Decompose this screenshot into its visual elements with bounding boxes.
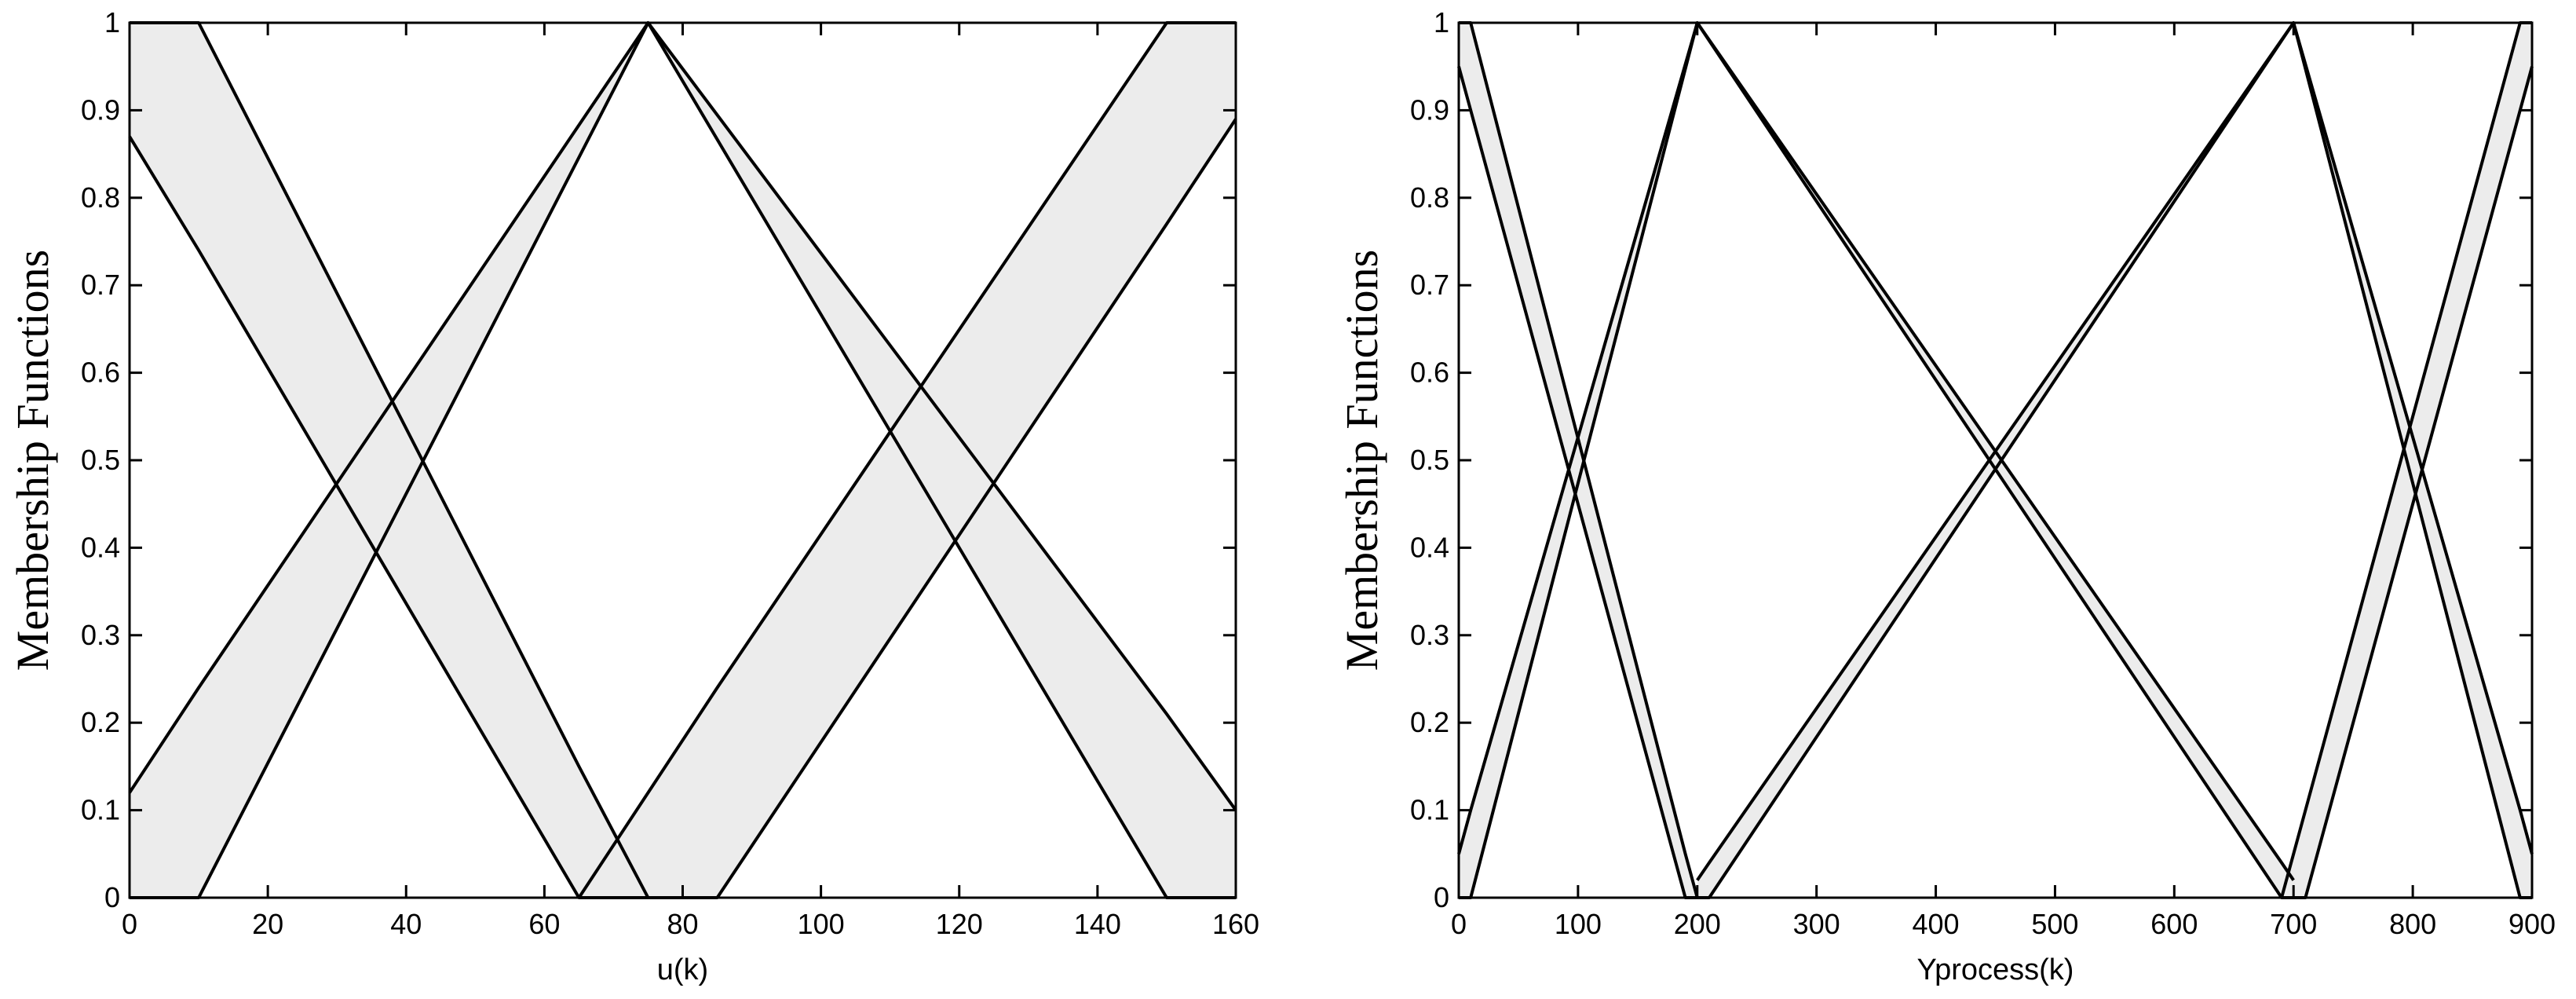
x-tick-label: 300 xyxy=(1793,908,1840,940)
y-tick-label: 0.1 xyxy=(1410,794,1449,826)
x-tick-label: 140 xyxy=(1074,908,1121,940)
x-tick-label: 100 xyxy=(798,908,845,940)
y-axis-label: Membership Functions xyxy=(1336,250,1387,671)
y-tick-label: 0.6 xyxy=(1410,357,1449,389)
x-axis-label: Yprocess(k) xyxy=(1917,953,2074,986)
y-tick-label: 0.1 xyxy=(81,794,120,826)
band-fill xyxy=(130,23,1236,898)
y-tick-label: 0 xyxy=(104,881,120,913)
x-tick-label: 500 xyxy=(2031,908,2078,940)
y-tick-label: 0.9 xyxy=(1410,93,1449,126)
plot: 0 20 40 60 80 100 120 140 160 0 0.1 0.2 0.3 0.4 0.5 0.6… xyxy=(7,6,1259,986)
x-tick-label: 600 xyxy=(2150,908,2198,940)
plot: 0 100 200 300 400 500 600 700 800 900 0 0.1 0.2 0.3 0.… xyxy=(1336,6,2556,986)
y-tick-label: 1 xyxy=(104,6,120,38)
y-tick-label: 0.4 xyxy=(1410,531,1449,563)
y-tick-label: 0.9 xyxy=(81,93,120,126)
y-tick-label: 0.3 xyxy=(81,619,120,651)
y-tick-label: 0.7 xyxy=(81,269,120,301)
y-tick-label: 0.8 xyxy=(81,181,120,214)
x-tick-label: 60 xyxy=(528,908,560,940)
x-tick-label: 200 xyxy=(1674,908,1721,940)
y-tick-label: 0.8 xyxy=(1410,181,1449,214)
y-tick-label: 1 xyxy=(1434,6,1449,38)
y-tick-label: 0.2 xyxy=(81,706,120,738)
y-tick-label: 0.5 xyxy=(1410,444,1449,476)
y-tick-label: 0.5 xyxy=(81,444,120,476)
x-tick-label: 100 xyxy=(1555,908,1602,940)
y-axis-label: Membership Functions xyxy=(7,250,58,671)
y-tick-label: 0.7 xyxy=(1410,269,1449,301)
y-tick-label: 0.4 xyxy=(81,531,120,563)
x-tick-label: 40 xyxy=(390,908,422,940)
x-tick-label: 800 xyxy=(2389,908,2436,940)
x-tick-label: 120 xyxy=(936,908,983,940)
x-tick-label: 20 xyxy=(252,908,283,940)
x-tick-label: 160 xyxy=(1212,908,1259,940)
x-axis-label: u(k) xyxy=(657,953,708,986)
x-tick-label: 700 xyxy=(2270,908,2317,940)
x-tick-label: 0 xyxy=(122,908,137,940)
y-tick-label: 0.2 xyxy=(1410,706,1449,738)
y-tick-label: 0 xyxy=(1434,881,1449,913)
y-tick-label: 0.3 xyxy=(1410,619,1449,651)
x-tick-label: 900 xyxy=(2508,908,2556,940)
x-tick-label: 0 xyxy=(1451,908,1467,940)
y-tick-label: 0.6 xyxy=(81,357,120,389)
x-tick-label: 400 xyxy=(1913,908,1960,940)
x-tick-label: 80 xyxy=(667,908,698,940)
